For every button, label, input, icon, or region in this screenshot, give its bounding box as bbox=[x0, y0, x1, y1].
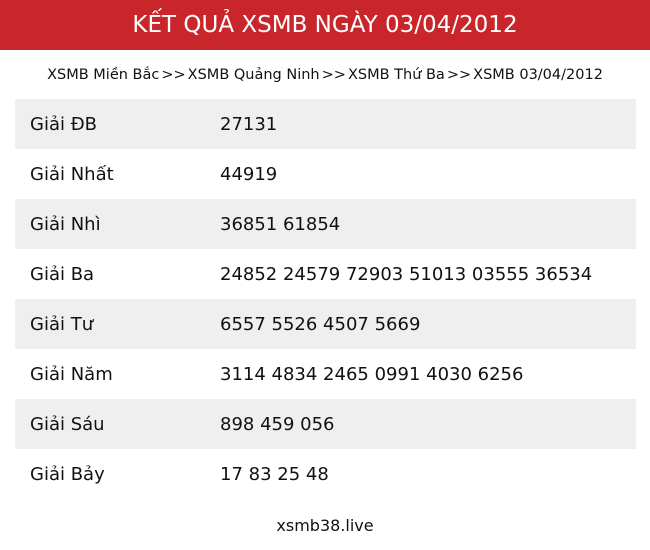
prize-name: Giải Nhì bbox=[30, 213, 101, 235]
result-row: Giải Tư 6557 5526 4507 5669 bbox=[15, 299, 636, 349]
result-row: Giải Sáu 898 459 056 bbox=[15, 399, 636, 449]
prize-name: Giải Nhất bbox=[30, 163, 114, 185]
breadcrumb-link[interactable]: XSMB Quảng Ninh bbox=[187, 66, 320, 83]
result-row: Giải Nhất 44919 bbox=[15, 149, 636, 199]
result-row: Giải ĐB 27131 bbox=[15, 99, 636, 149]
footer: xsmb38.live bbox=[0, 516, 650, 535]
prize-name: Giải Sáu bbox=[30, 413, 105, 435]
prize-name: Giải Bảy bbox=[30, 463, 105, 485]
prize-numbers: 17 83 25 48 bbox=[220, 463, 329, 485]
prize-name: Giải Tư bbox=[30, 313, 94, 335]
prize-name: Giải Ba bbox=[30, 263, 95, 285]
header: KẾT QUẢ XSMB NGÀY 03/04/2012 bbox=[0, 0, 650, 50]
title: KẾT QUẢ XSMB NGÀY 03/04/2012 bbox=[132, 12, 518, 38]
results-table: Giải ĐB 27131 Giải Nhất 44919 Giải Nhì 36851 … bbox=[15, 99, 636, 499]
prize-name: Giải ĐB bbox=[30, 113, 97, 135]
prize-numbers: 24852 24579 72903 51013 03555 36534 bbox=[220, 263, 593, 285]
breadcrumb-separator: >> bbox=[321, 66, 346, 83]
breadcrumb-link[interactable]: XSMB Miền Bắc bbox=[47, 66, 160, 83]
prize-name: Giải Năm bbox=[30, 363, 113, 385]
breadcrumb-link[interactable]: XSMB 03/04/2012 bbox=[473, 66, 603, 83]
prize-numbers: 36851 61854 bbox=[220, 213, 341, 235]
result-row: Giải Nhì 36851 61854 bbox=[15, 199, 636, 249]
result-row: Giải Bảy 17 83 25 48 bbox=[15, 449, 636, 499]
prize-numbers: 3114 4834 2465 0991 4030 6256 bbox=[220, 363, 524, 385]
prize-numbers: 6557 5526 4507 5669 bbox=[220, 313, 421, 335]
prize-numbers: 27131 bbox=[220, 113, 278, 135]
prize-numbers: 898 459 056 bbox=[220, 413, 335, 435]
breadcrumb-separator: >> bbox=[161, 66, 186, 83]
result-row: Giải Năm 3114 4834 2465 0991 4030 6256 bbox=[15, 349, 636, 399]
result-row: Giải Ba 24852 24579 72903 51013 03555 365… bbox=[15, 249, 636, 299]
footer-text: xsmb38.live bbox=[276, 516, 374, 535]
prize-numbers: 44919 bbox=[220, 163, 278, 185]
breadcrumb-link[interactable]: XSMB Thứ Ba bbox=[347, 66, 445, 83]
breadcrumb: XSMB Miền Bắc >> XSMB Quảng Ninh >> XSMB Thứ… bbox=[0, 50, 650, 99]
breadcrumb-separator: >> bbox=[446, 66, 472, 83]
